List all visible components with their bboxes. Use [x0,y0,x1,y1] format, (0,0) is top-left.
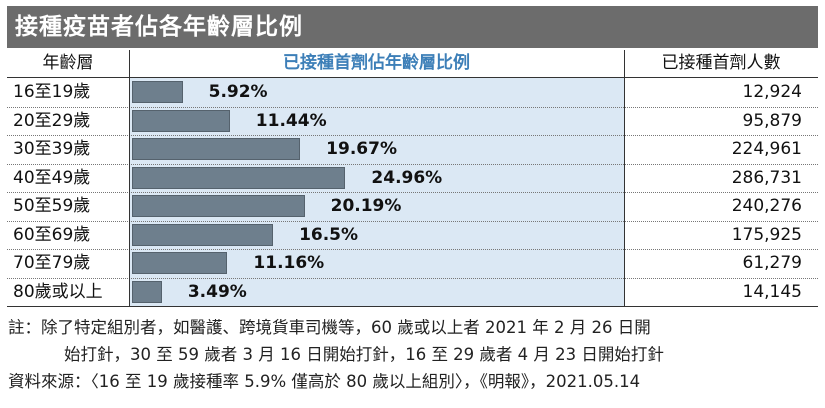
percentage-label: 11.44% [255,110,327,131]
age-group-label: 30至39歲 [13,139,91,159]
percentage-label: 16.5% [299,224,359,245]
percentage-label: 24.96% [371,167,443,188]
percentage-bar [132,109,230,132]
percentage-bar [132,166,346,189]
table-row: 70至79歲 11.16% 61,279 [7,249,818,279]
chart-title: 接種疫苗者佔各年齡層比例 [7,6,818,48]
header-age-group: 年齡層 [42,53,94,73]
table-row: 16至19歲 5.92% 12,924 [7,78,818,108]
percentage-label: 5.92% [208,82,268,102]
header-row: 年齡層 已接種首劑佔年齡層比例 已接種首劑人數 [7,50,818,78]
column-divider [624,50,625,306]
table-row: 20至29歲 11.44% 95,879 [7,107,818,136]
vaccinated-count: 12,924 [742,82,802,102]
age-group-label: 16至19歲 [13,82,91,102]
age-group-label: 60至69歲 [13,224,91,245]
source-note: 資料來源：〈16 至 19 歲接種率 5.9% 僅高於 80 歲以上組別〉，《明… [8,372,641,391]
percentage-bar [132,81,183,103]
vaccinated-count: 61,279 [742,253,802,273]
table-row: 30至39歲 19.67% 224,961 [7,135,818,165]
vaccinated-count: 95,879 [742,110,802,131]
age-group-label: 80歲或以上 [13,281,103,302]
note-line-2: 始打針，30 至 59 歲者 3 月 16 日開始打針，16 至 29 歲者 4… [64,345,664,364]
age-group-label: 70至79歲 [13,253,91,273]
vaccinated-count: 14,145 [742,281,802,302]
vaccinated-count: 286,731 [731,167,802,188]
age-group-label: 20至29歲 [13,110,91,131]
note-line-1: 註：除了特定組別者，如醫護、跨境貨車司機等，60 歲或以上者 2021 年 2 … [8,318,651,337]
column-divider [129,50,130,306]
percentage-bar [132,252,228,274]
table-row: 80歲或以上 3.49% 14,145 [7,278,818,307]
percentage-label: 20.19% [330,196,402,216]
header-percentage: 已接種首劑佔年齡層比例 [283,53,470,73]
data-table: 年齡層 已接種首劑佔年齡層比例 已接種首劑人數 16至19歲 5.92% 12,92… [7,50,818,307]
percentage-bar [132,280,162,303]
percentage-bar [132,195,305,217]
percentage-label: 19.67% [326,139,397,159]
vaccinated-count: 224,961 [731,139,802,159]
header-count: 已接種首劑人數 [661,53,781,73]
table-row: 40至49歲 24.96% 286,731 [7,164,818,193]
table-row: 50至59歲 20.19% 240,276 [7,192,818,222]
vaccinated-count: 175,925 [731,224,802,245]
vaccinated-count: 240,276 [731,196,802,216]
percentage-label: 11.16% [253,253,325,273]
age-group-label: 50至59歲 [13,196,91,216]
percentage-bar [132,223,274,246]
notes: 註：除了特定組別者，如醫護、跨境貨車司機等，60 歲或以上者 2021 年 2 … [8,314,820,395]
percentage-bar [132,138,301,160]
percentage-label: 3.49% [187,281,247,302]
table-row: 60至69歲 16.5% 175,925 [7,221,818,250]
age-group-label: 40至49歲 [13,167,91,188]
